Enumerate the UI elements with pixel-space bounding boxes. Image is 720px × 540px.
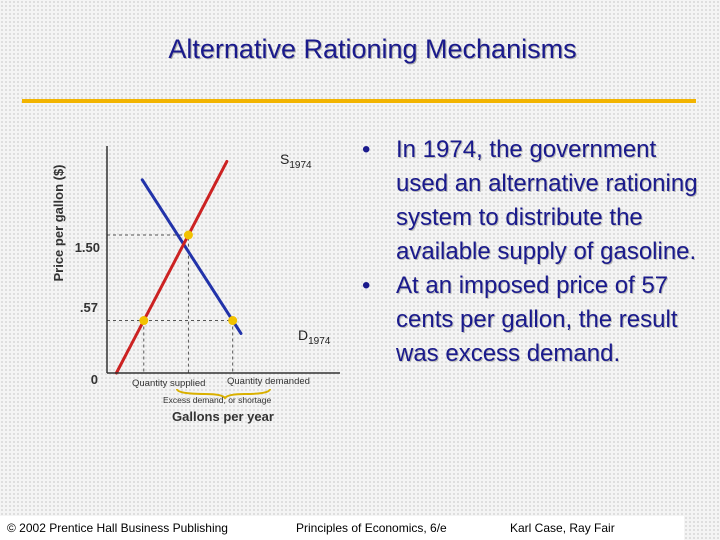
y-axis-label: Price per gallon ($) <box>51 164 66 281</box>
footer-authors: Karl Case, Ray Fair <box>510 521 615 535</box>
demand-curve-label: D1974 <box>298 327 331 347</box>
quantity-supplied-label: Quantity supplied <box>132 378 205 389</box>
slide-footer: © 2002 Prentice Hall Business Publishing… <box>0 516 684 540</box>
bullet-dot-icon: • <box>362 272 371 299</box>
excess-demand-bracket <box>176 388 271 400</box>
demand-curve-name: D <box>298 327 308 343</box>
supply-curve-label: S1974 <box>280 151 312 171</box>
bullet-item: • In 1974, the government used an altern… <box>362 133 702 269</box>
footer-publisher: © 2002 Prentice Hall Business Publishing <box>7 521 228 535</box>
bullet-item: • At an imposed price of 57 cents per ga… <box>362 269 702 371</box>
footer-book: Principles of Economics, 6/e <box>296 521 447 535</box>
supply-curve-subscript: 1974 <box>289 160 312 171</box>
bullet-text: In 1974, the government used an alternat… <box>396 136 698 265</box>
y-tick-label: 1.50 <box>75 240 100 255</box>
demand-curve-subscript: 1974 <box>308 336 331 347</box>
y-tick-label: .57 <box>80 300 98 315</box>
bullet-dot-icon: • <box>362 136 371 163</box>
excess-demand-label: Excess demand, or shortage <box>163 395 271 405</box>
bullet-list: • In 1974, the government used an altern… <box>362 133 702 371</box>
y-tick-label: 0 <box>91 372 98 387</box>
supply-curve-name: S <box>280 151 289 167</box>
supply-demand-chart: Price per gallon ($) 0 .57 1.50 Quantity… <box>51 146 340 424</box>
quantity-supplied-point <box>139 316 149 326</box>
equilibrium-point <box>183 230 193 240</box>
quantity-demanded-label: Quantity demanded <box>227 376 310 387</box>
x-axis-label: Gallons per year <box>172 409 274 424</box>
quantity-demanded-point <box>228 316 238 326</box>
slide-title: Alternative Rationing Mechanisms <box>168 34 577 64</box>
supply-curve <box>114 159 229 375</box>
bullet-text: At an imposed price of 57 cents per gall… <box>396 272 678 367</box>
demand-curve <box>140 178 243 335</box>
title-divider <box>22 99 696 103</box>
